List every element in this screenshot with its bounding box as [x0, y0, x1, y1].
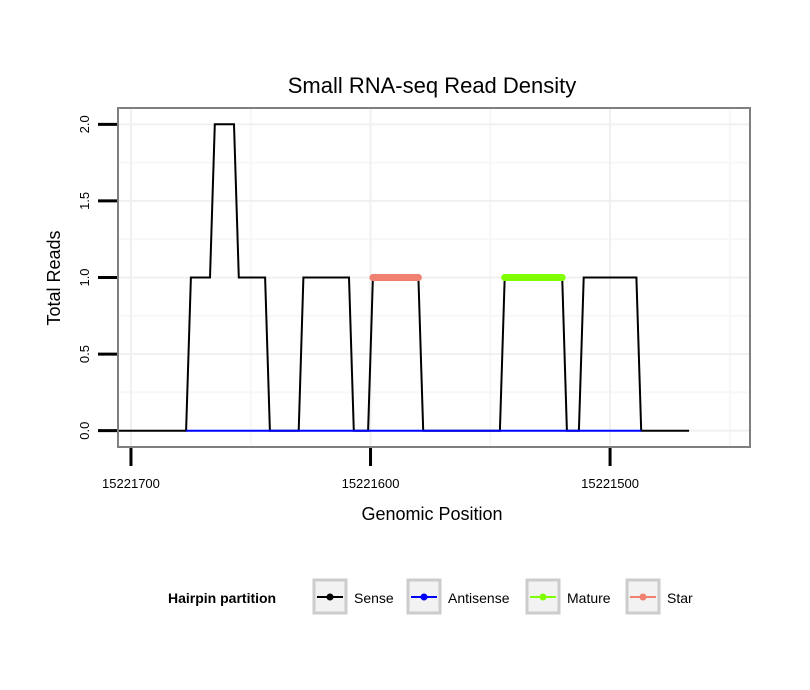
x-axis-title: Genomic Position [361, 504, 502, 524]
x-tick-label: 15221700 [102, 476, 160, 491]
legend-key-point [639, 593, 647, 601]
x-tick-label: 15221500 [581, 476, 639, 491]
legend-item-mature: Mature [525, 578, 611, 615]
y-tick-label: 0.0 [77, 422, 92, 440]
legend-title: Hairpin partition [168, 590, 276, 606]
legend-label: Sense [354, 590, 394, 606]
y-tick-label: 0.5 [77, 345, 92, 363]
series-layer [119, 123, 690, 432]
legend-key-point [539, 593, 547, 601]
y-tick-label: 1.0 [77, 268, 92, 286]
chart-title: Small RNA-seq Read Density [288, 73, 577, 98]
x-tick-label: 15221600 [342, 476, 400, 491]
legend-key-point [420, 593, 428, 601]
legend-label: Mature [567, 590, 611, 606]
y-tick-label: 2.0 [77, 115, 92, 133]
legend-label: Antisense [448, 590, 510, 606]
legend-item-star: Star [625, 578, 693, 615]
y-axis: 0.0 0.5 1.0 1.5 2.0 [77, 115, 117, 440]
legend-item-antisense: Antisense [406, 578, 510, 615]
y-axis-title: Total Reads [44, 230, 64, 325]
y-tick-label: 1.5 [77, 192, 92, 210]
legend-item-sense: Sense [312, 578, 394, 615]
legend: Hairpin partition Sense Antisense Mature St… [168, 578, 693, 615]
x-axis: 15221700 15221600 15221500 [102, 448, 639, 491]
legend-label: Star [667, 590, 693, 606]
panel-border [117, 107, 751, 448]
legend-key-point [326, 593, 334, 601]
